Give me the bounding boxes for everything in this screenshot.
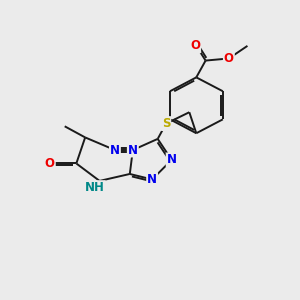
Text: N: N: [128, 143, 138, 157]
Text: N: N: [167, 153, 177, 167]
Text: O: O: [224, 52, 234, 65]
Text: O: O: [190, 39, 200, 52]
Text: S: S: [162, 117, 170, 130]
Text: N: N: [110, 143, 120, 157]
Text: NH: NH: [85, 181, 105, 194]
Text: O: O: [45, 157, 55, 170]
Text: N: N: [147, 173, 157, 186]
